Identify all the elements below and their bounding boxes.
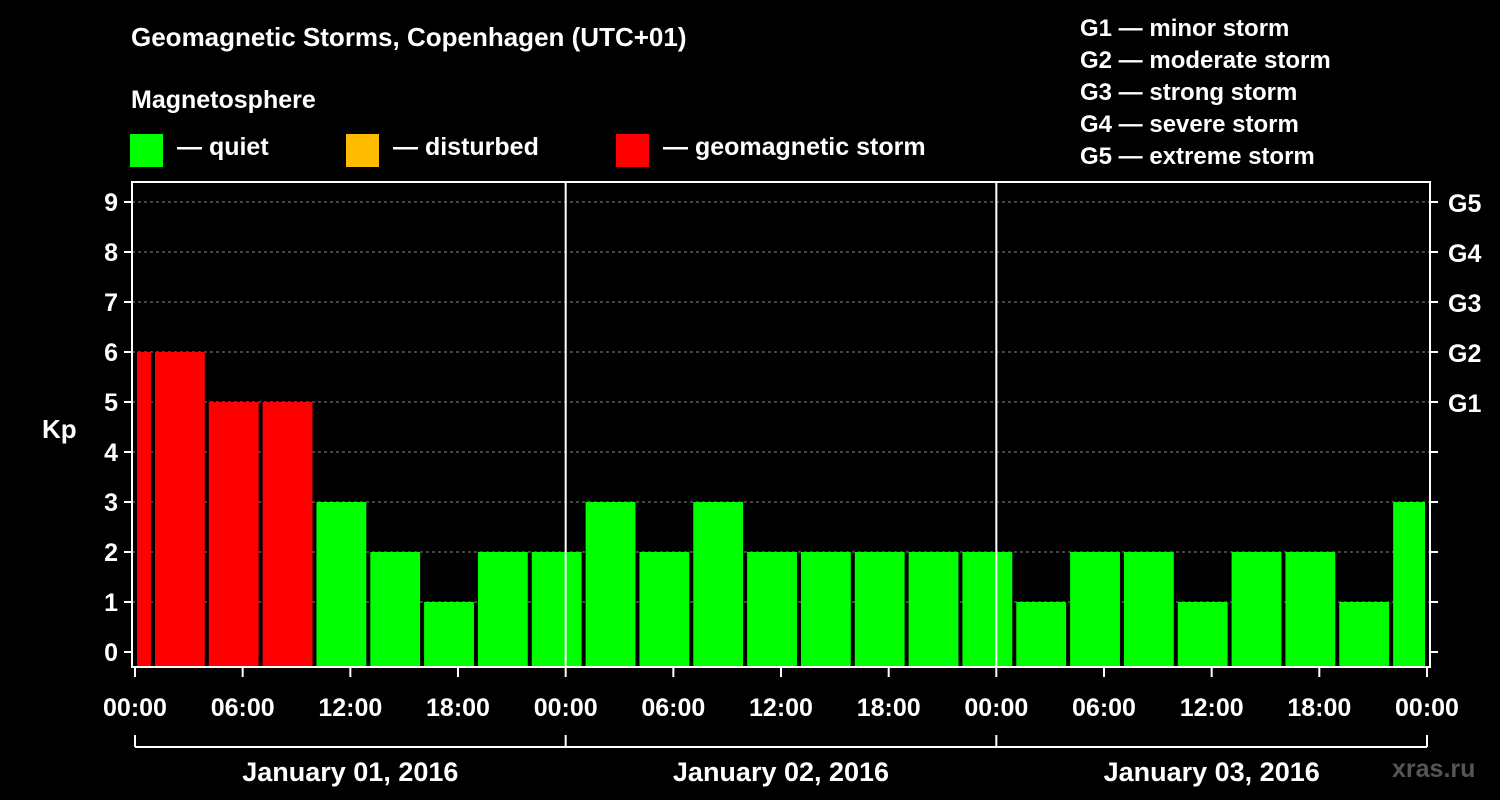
y-tick-label-3: 3 [104,489,118,517]
x-tick-label-7: 18:00 [857,694,921,722]
bar-3 [208,402,259,667]
y-tick-label-7: 7 [104,289,118,317]
g-scale-label-g4: G4 [1448,240,1481,268]
bar-23 [1285,552,1336,667]
chart-title: Geomagnetic Storms, Copenhagen (UTC+01) [131,22,687,52]
x-tick-label-12: 00:00 [1395,694,1459,722]
y-tick-label-4: 4 [104,439,118,467]
g-scale-label-g1: G1 [1448,390,1481,418]
x-tick-label-0: 00:00 [103,694,167,722]
x-tick-label-11: 18:00 [1287,694,1351,722]
x-tick-label-3: 18:00 [426,694,490,722]
bar-7 [424,602,474,667]
x-tick-label-4: 00:00 [534,694,598,722]
bar-1 [137,352,151,667]
y-tick-label-0: 0 [104,639,118,667]
x-tick-label-2: 12:00 [318,694,382,722]
bar-13 [747,552,797,667]
g-scale-label-g3: G3 [1448,290,1481,318]
x-tick-label-5: 06:00 [641,694,705,722]
y-tick-label-5: 5 [104,389,118,417]
legend-swatch-quiet [130,134,163,167]
y-tick-label-8: 8 [104,239,118,267]
legend-heading: Magnetosphere [131,86,316,114]
x-tick-label-10: 12:00 [1180,694,1244,722]
bar-19 [1070,552,1120,667]
day-label-1: January 01, 2016 [242,757,458,787]
x-tick-label-9: 06:00 [1072,694,1136,722]
y-tick-label-9: 9 [104,189,118,217]
day-label-3: January 03, 2016 [1104,757,1320,787]
x-tick-label-1: 06:00 [211,694,275,722]
bar-21 [1177,602,1228,667]
storm-scale-g1: G1 — minor storm [1080,15,1290,42]
g-scale-label-g2: G2 [1448,340,1481,368]
x-tick-label-8: 00:00 [964,694,1028,722]
legend-label-storm: — geomagnetic storm [663,133,926,161]
bar-20 [1123,552,1174,667]
y-tick-label-2: 2 [104,539,118,567]
storm-scale-g5: G5 — extreme storm [1080,143,1315,170]
g-scale-label-g5: G5 [1448,190,1481,218]
legend-swatch-storm [616,134,649,167]
bar-10 [585,502,636,667]
bar-15 [854,552,905,667]
bar-18 [1016,602,1067,667]
legend-label-disturbed: — disturbed [393,133,539,161]
bar-6 [370,552,421,667]
bar-4 [262,402,313,667]
bar-14 [800,552,851,667]
bar-16 [908,552,959,667]
day-label-2: January 02, 2016 [673,757,889,787]
bar-9 [531,552,582,667]
bar-8 [477,552,528,667]
y-axis-label: Kp [42,414,77,444]
bar-5 [316,502,367,667]
bar-2 [154,352,205,667]
legend-label-quiet: — quiet [177,133,269,161]
storm-scale-g3: G3 — strong storm [1080,79,1298,106]
y-tick-label-1: 1 [104,589,118,617]
bar-11 [639,552,690,667]
bar-24 [1339,602,1390,667]
storm-scale-g2: G2 — moderate storm [1080,47,1331,74]
y-tick-label-6: 6 [104,339,118,367]
legend-swatch-disturbed [346,134,379,167]
storm-scale-g4: G4 — severe storm [1080,111,1299,138]
x-tick-label-6: 12:00 [749,694,813,722]
bar-17 [962,552,1013,667]
bar-12 [693,502,744,667]
bar-22 [1231,552,1282,667]
watermark: xras.ru [1392,755,1476,783]
bar-25 [1393,502,1425,667]
